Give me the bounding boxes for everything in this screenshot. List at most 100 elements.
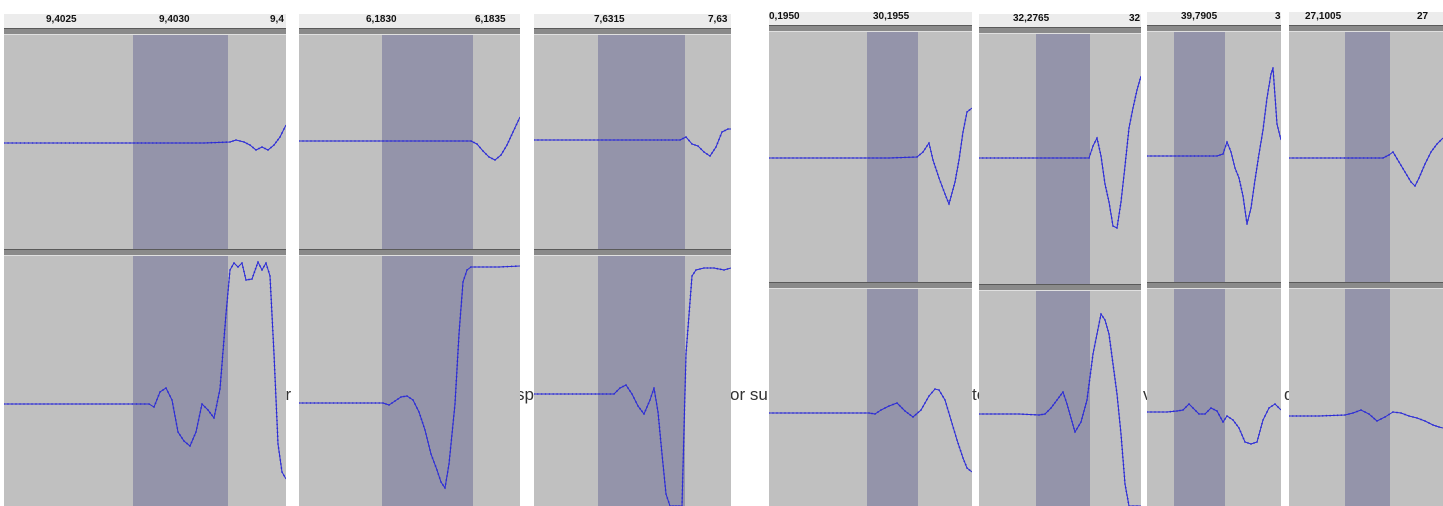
track-divider[interactable] <box>534 28 731 35</box>
track-divider[interactable] <box>1289 25 1443 32</box>
sample-point <box>309 402 312 404</box>
sample-point <box>1329 414 1331 417</box>
sample-point <box>804 412 806 414</box>
track-divider[interactable] <box>299 28 520 35</box>
track-divider[interactable] <box>769 25 972 32</box>
sample-point <box>430 453 432 455</box>
sample-point <box>1058 396 1060 399</box>
track-divider[interactable] <box>1289 282 1443 289</box>
sample-point <box>444 487 446 489</box>
track-divider[interactable] <box>769 282 972 289</box>
sample-point <box>1400 164 1402 167</box>
track-divider[interactable] <box>979 284 1141 291</box>
sample-point <box>459 313 462 315</box>
track-divider[interactable] <box>1147 25 1281 32</box>
track-divider[interactable] <box>534 249 731 256</box>
time-selection[interactable] <box>1345 32 1390 506</box>
sample-point <box>199 142 201 144</box>
sample-point <box>679 139 681 141</box>
sample-point <box>688 314 690 316</box>
sample-point <box>1410 181 1412 183</box>
sample-point <box>277 443 279 445</box>
track-divider[interactable] <box>1147 282 1281 289</box>
sample-point <box>355 402 358 404</box>
sample-point <box>922 405 924 408</box>
sample-point <box>958 446 961 449</box>
sample-point <box>429 449 431 451</box>
sample-point <box>1273 91 1276 93</box>
sample-point <box>979 413 980 415</box>
sample-point <box>1047 410 1049 412</box>
track-divider[interactable] <box>979 27 1141 34</box>
sample-point <box>1306 415 1309 417</box>
track-divider[interactable] <box>4 249 286 256</box>
sample-point <box>269 290 272 293</box>
sample-point <box>1125 149 1128 152</box>
sample-point <box>1150 155 1152 157</box>
sample-point <box>718 138 720 141</box>
sample-point <box>1126 142 1129 145</box>
time-selection[interactable] <box>1174 32 1225 506</box>
sample-point <box>658 422 660 425</box>
sample-point <box>1118 417 1121 419</box>
sample-point <box>1257 160 1259 163</box>
sample-point <box>200 407 203 409</box>
sample-point <box>1404 171 1406 173</box>
sample-point <box>934 388 936 390</box>
sample-point <box>416 407 418 409</box>
sample-point <box>631 393 633 395</box>
sample-point <box>1135 92 1138 95</box>
sample-point <box>322 140 324 142</box>
sample-point <box>1122 177 1125 179</box>
sample-point <box>438 477 441 479</box>
sample-point <box>1170 155 1172 157</box>
sample-point <box>1006 413 1008 415</box>
sample-point <box>1076 427 1078 430</box>
sample-point <box>214 408 217 411</box>
sample-point <box>651 391 654 393</box>
sample-point <box>709 267 712 269</box>
sample-point <box>683 417 686 419</box>
time-selection[interactable] <box>382 35 473 506</box>
sample-point <box>1120 197 1123 199</box>
time-selection[interactable] <box>1036 34 1090 506</box>
sample-point <box>23 403 25 405</box>
sample-point <box>663 481 666 483</box>
sample-point <box>954 181 956 183</box>
sample-point <box>1264 415 1266 417</box>
time-selection[interactable] <box>598 35 685 506</box>
sample-point <box>121 142 123 144</box>
track-divider[interactable] <box>299 249 520 256</box>
sample-point <box>1216 155 1218 157</box>
sample-point <box>1018 413 1020 415</box>
time-selection[interactable] <box>133 35 228 506</box>
sample-point <box>1048 157 1050 159</box>
sample-point <box>438 140 440 142</box>
sample-point <box>227 285 230 287</box>
sample-point <box>183 142 185 144</box>
sample-point <box>1069 413 1071 416</box>
sample-point <box>192 438 194 440</box>
sample-point <box>242 266 244 269</box>
time-selection[interactable] <box>867 32 918 506</box>
sample-point <box>1234 421 1236 424</box>
sample-point <box>540 393 543 395</box>
sample-point <box>139 403 142 405</box>
tick-label: 9,4025 <box>46 14 77 25</box>
sample-point <box>868 412 870 414</box>
track-divider[interactable] <box>4 28 286 35</box>
sample-point <box>601 393 604 395</box>
sample-point <box>959 147 962 149</box>
sample-point <box>1324 157 1326 159</box>
sample-point <box>892 157 894 159</box>
sample-point <box>684 393 686 395</box>
sample-point <box>685 349 688 351</box>
sample-point <box>1118 212 1121 215</box>
sample-point <box>856 157 858 159</box>
sample-point <box>198 415 201 417</box>
sample-point <box>1207 410 1209 412</box>
sample-point <box>690 279 693 281</box>
sample-point <box>259 265 261 267</box>
sample-point <box>1166 411 1168 413</box>
sample-point <box>1111 359 1114 362</box>
